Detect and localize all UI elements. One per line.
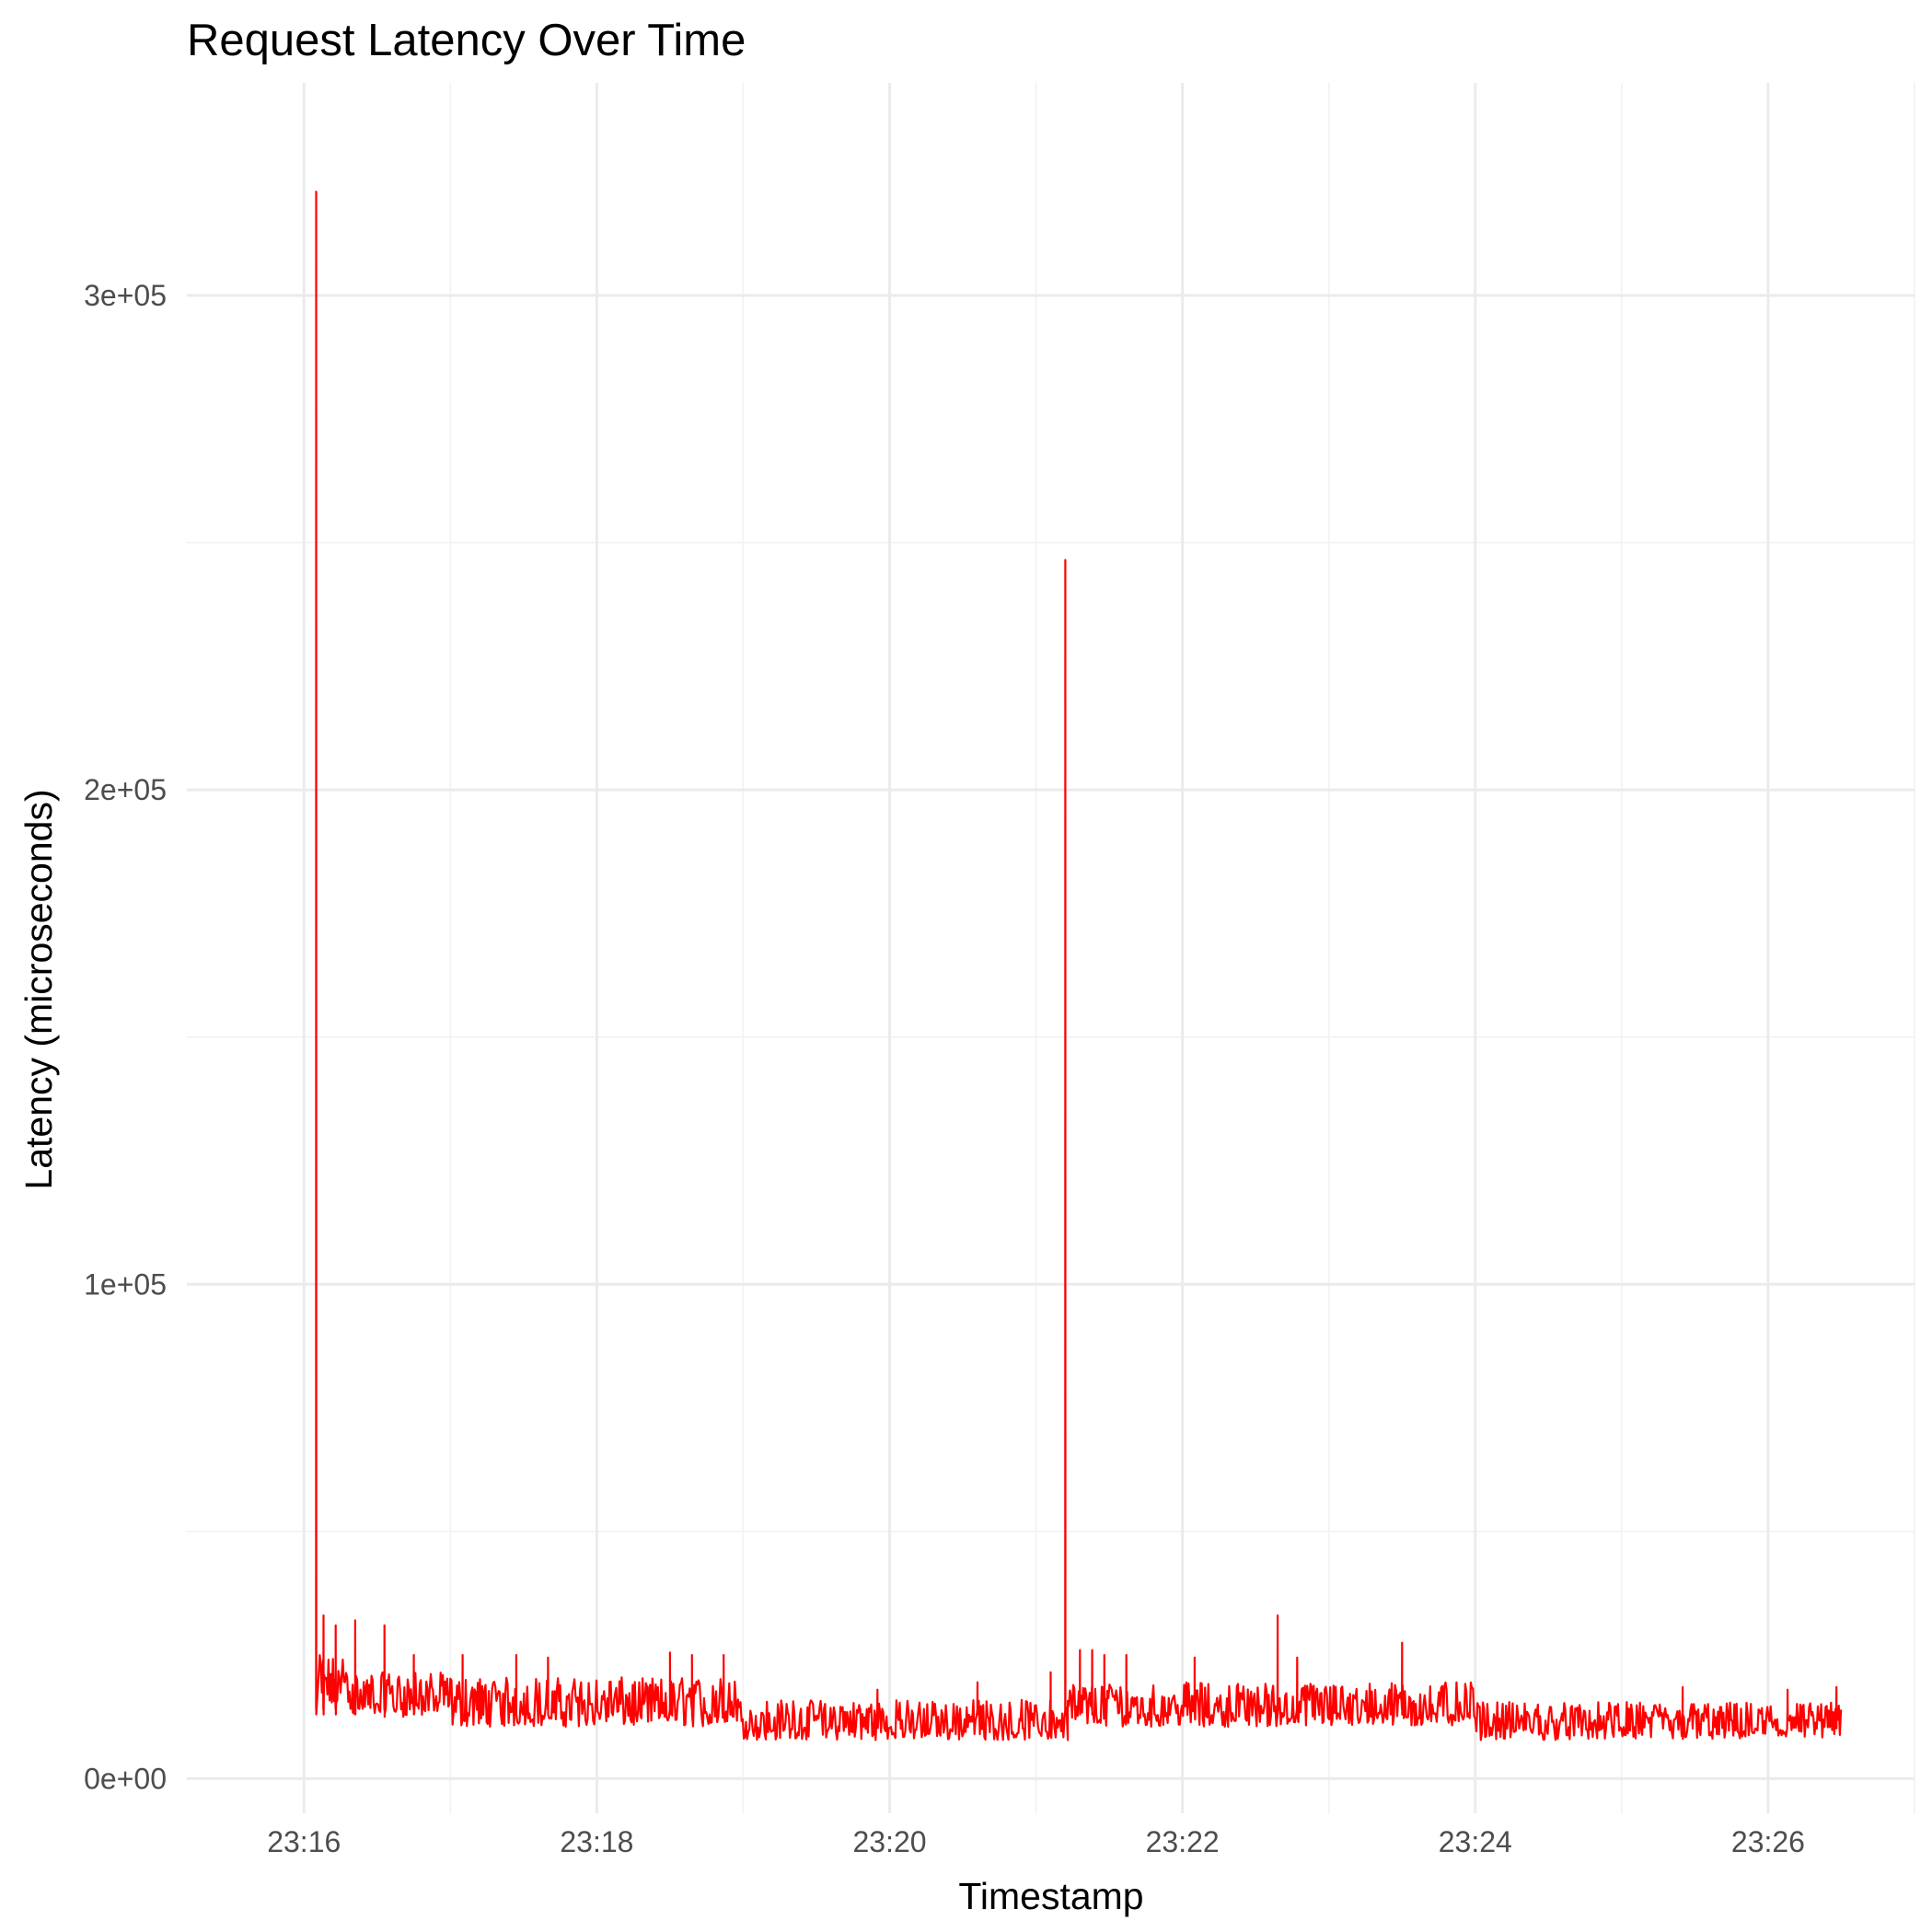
chart-title: Request Latency Over Time (187, 16, 746, 65)
y-tick-label: 3e+05 (84, 279, 167, 312)
series-layer (315, 191, 1843, 1741)
y-axis-title: Latency (microseconds) (17, 789, 60, 1189)
major-gridlines (187, 83, 1915, 1813)
y-tick-label: 0e+00 (84, 1762, 167, 1795)
x-tick-label: 23:16 (267, 1825, 341, 1858)
y-tick-label: 2e+05 (84, 773, 167, 806)
x-tick-label: 23:18 (560, 1825, 633, 1858)
x-axis-tick-labels: 23:16 23:18 23:20 23:22 23:24 23:26 (267, 1825, 1805, 1858)
x-tick-label: 23:20 (852, 1825, 926, 1858)
y-tick-label: 1e+05 (84, 1267, 167, 1301)
x-tick-label: 23:22 (1146, 1825, 1220, 1858)
latency-series-line (315, 191, 1843, 1741)
x-axis-title: Timestamp (958, 1875, 1143, 1917)
minor-gridlines (187, 83, 1915, 1813)
x-tick-label: 23:24 (1439, 1825, 1512, 1858)
y-axis-tick-labels: 0e+00 1e+05 2e+05 3e+05 (84, 279, 167, 1795)
x-tick-label: 23:26 (1731, 1825, 1805, 1858)
